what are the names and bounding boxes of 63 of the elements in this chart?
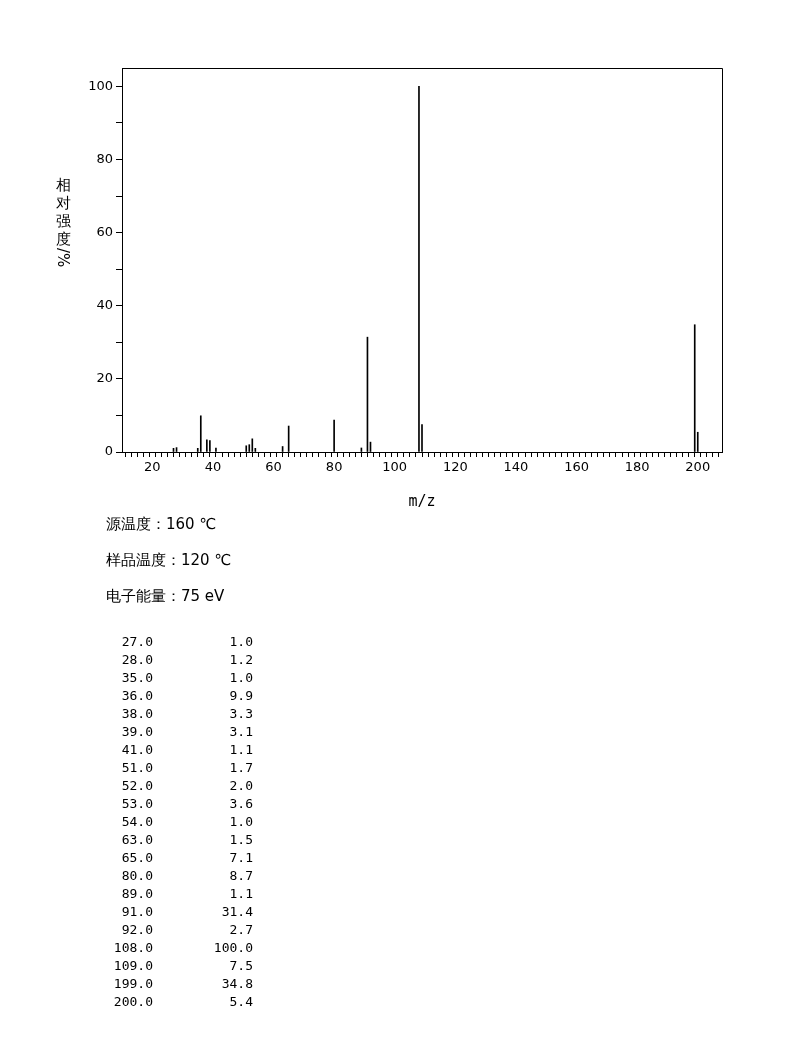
text: 1.0 bbox=[229, 813, 253, 829]
y-tick-label: 20 bbox=[96, 370, 113, 386]
x-axis-title: m/z bbox=[408, 491, 436, 510]
text: 52.0 bbox=[121, 777, 153, 793]
text: 80.0 bbox=[121, 867, 153, 883]
y-tick-label: 80 bbox=[96, 150, 113, 166]
text: 54.0 bbox=[121, 813, 153, 829]
y-tick-label: 60 bbox=[96, 223, 113, 239]
text: 89.0 bbox=[121, 885, 153, 901]
text: 样品温度：120 ℃ bbox=[106, 551, 232, 571]
text: 41.0 bbox=[121, 741, 153, 757]
text: 电子能量：75 eV bbox=[106, 587, 226, 607]
text: 109.0 bbox=[113, 957, 153, 973]
x-tick-label: 180 bbox=[624, 459, 650, 475]
text: 1.1 bbox=[229, 741, 253, 757]
x-tick-label: 120 bbox=[442, 459, 468, 475]
x-tick-label: 160 bbox=[564, 459, 589, 475]
x-tick-label: 80 bbox=[325, 459, 343, 475]
text: 39.0 bbox=[121, 723, 153, 739]
text: 31.4 bbox=[221, 903, 253, 919]
text: 1.2 bbox=[229, 651, 253, 667]
text: 53.0 bbox=[121, 795, 153, 811]
x-tick-label: 200 bbox=[685, 459, 711, 475]
text: 91.0 bbox=[121, 903, 153, 919]
x-tick-label: 20 bbox=[144, 459, 161, 475]
text: 5.4 bbox=[229, 993, 253, 1009]
text: 7.1 bbox=[229, 849, 253, 865]
text: 7.5 bbox=[229, 957, 253, 973]
y-axis-title: 相对强度/% bbox=[54, 176, 72, 268]
text: 65.0 bbox=[121, 849, 153, 865]
text: 28.0 bbox=[121, 651, 153, 667]
text: 92.0 bbox=[121, 921, 153, 937]
text: 35.0 bbox=[121, 669, 153, 685]
text: 2.7 bbox=[229, 921, 253, 937]
text: 27.0 bbox=[121, 633, 153, 649]
text: 9.9 bbox=[229, 687, 253, 703]
text: 1.5 bbox=[229, 831, 253, 847]
y-tick-label: 0 bbox=[104, 443, 113, 459]
y-tick-label: 100 bbox=[88, 77, 113, 93]
x-tick-label: 60 bbox=[265, 459, 282, 475]
text: 108.0 bbox=[113, 939, 153, 955]
text: 1.0 bbox=[229, 669, 253, 685]
text: 34.8 bbox=[221, 975, 253, 991]
text: 1.0 bbox=[229, 633, 253, 649]
text: 3.3 bbox=[229, 705, 253, 721]
x-tick-label: 40 bbox=[204, 459, 222, 475]
text: 3.1 bbox=[229, 723, 253, 739]
text: 100.0 bbox=[213, 939, 253, 955]
y-tick-label: 40 bbox=[96, 297, 113, 313]
text: 51.0 bbox=[121, 759, 153, 775]
text: 199.0 bbox=[113, 975, 153, 991]
text: 2.0 bbox=[229, 777, 253, 793]
text: 源温度：160 ℃ bbox=[106, 515, 218, 535]
x-tick-label: 100 bbox=[382, 459, 408, 475]
text: 38.0 bbox=[121, 705, 153, 721]
text: 63.0 bbox=[121, 831, 153, 847]
text: 200.0 bbox=[113, 993, 153, 1009]
text: 3.6 bbox=[229, 795, 253, 811]
text: 36.0 bbox=[121, 687, 153, 703]
x-tick-label: 140 bbox=[503, 459, 529, 475]
text: 1.7 bbox=[229, 759, 253, 775]
text: 1.1 bbox=[229, 885, 253, 901]
text: 8.7 bbox=[229, 867, 253, 883]
